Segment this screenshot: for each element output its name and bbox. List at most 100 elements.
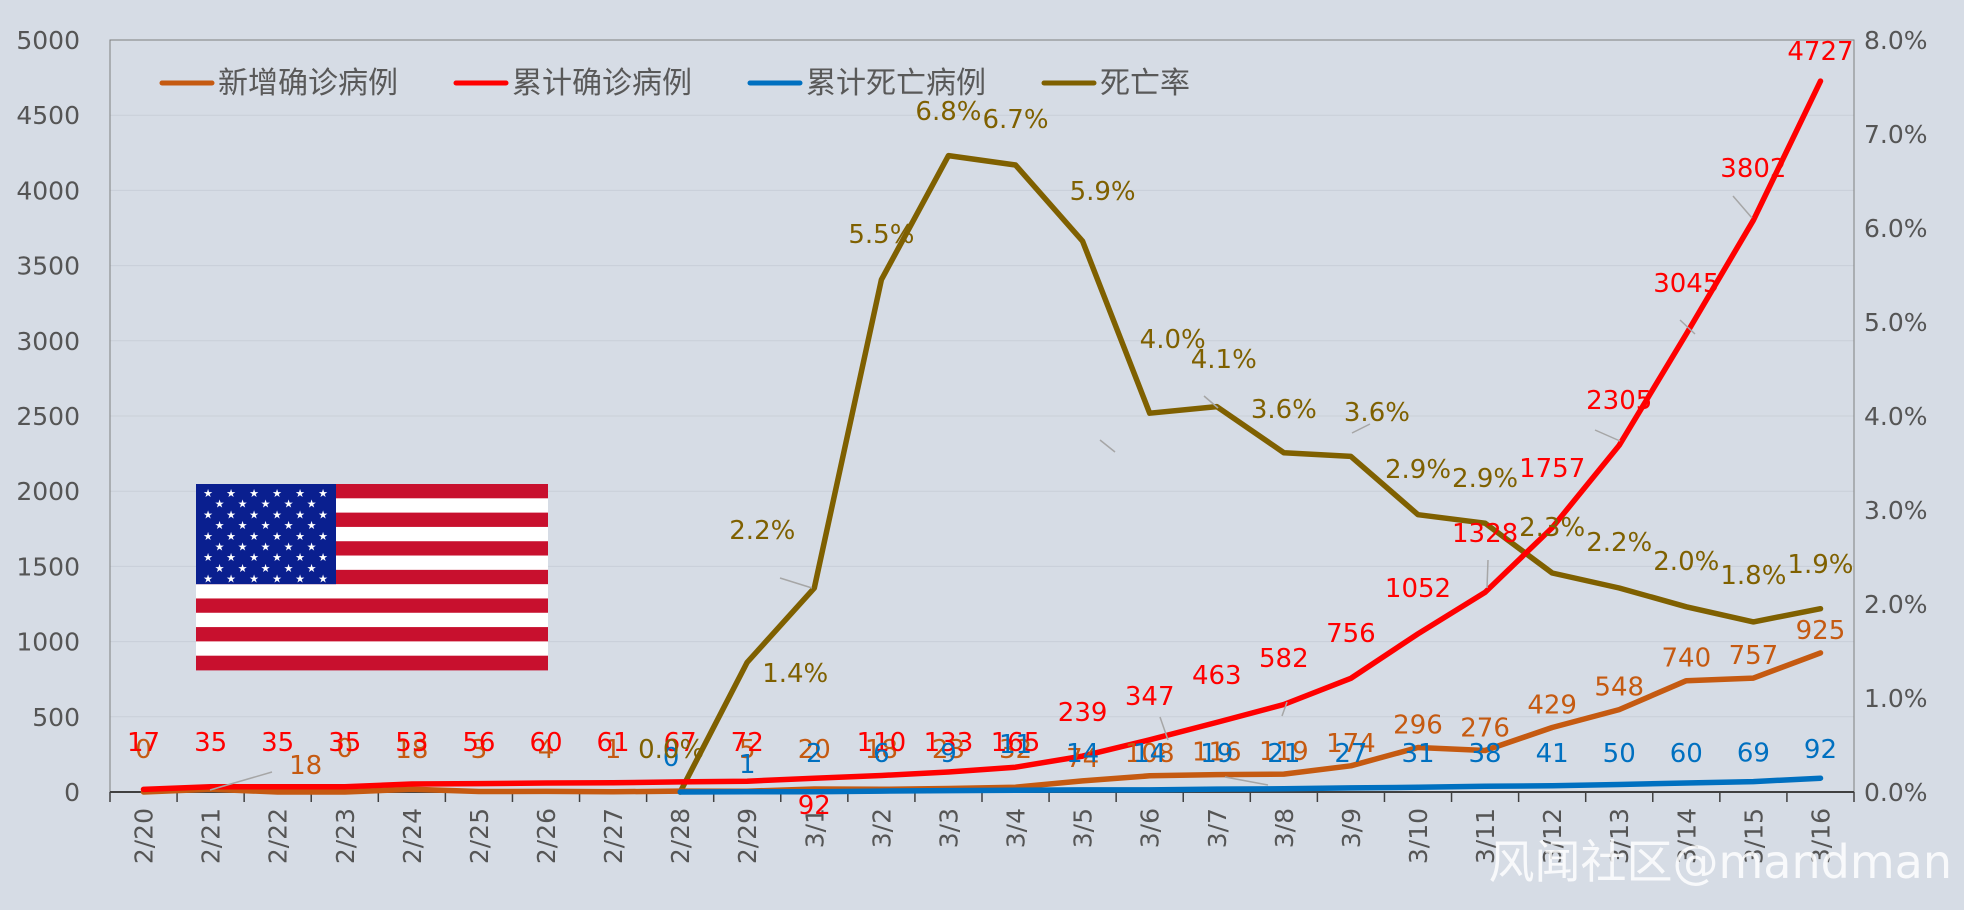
legend-item-cumulative-cases: 累计确诊病例 bbox=[453, 66, 692, 101]
data-label-deaths: 92 bbox=[1804, 735, 1837, 765]
flag-star: ★ bbox=[272, 487, 282, 500]
data-label-cum: 110 bbox=[857, 728, 907, 758]
x-tick-label: 2/27 bbox=[599, 808, 628, 864]
flag-star: ★ bbox=[203, 530, 213, 543]
x-tick-label: 3/3 bbox=[934, 808, 963, 848]
x-tick-label: 3/15 bbox=[1739, 808, 1768, 864]
data-label-new: 18 bbox=[395, 735, 428, 765]
flag-star: ★ bbox=[272, 508, 282, 521]
x-tick-label: 3/8 bbox=[1270, 808, 1299, 848]
data-label-deaths: 50 bbox=[1603, 739, 1636, 769]
data-label-cum: 35 bbox=[261, 728, 294, 758]
data-label-cum: 17 bbox=[127, 728, 160, 758]
data-label-rate: 0.0% bbox=[638, 735, 704, 765]
flag-star: ★ bbox=[295, 551, 305, 564]
data-label-new: 429 bbox=[1527, 690, 1577, 720]
data-label-new: 4 bbox=[538, 735, 555, 765]
data-label-rate: 3.6% bbox=[1251, 395, 1317, 425]
legend: 新增确诊病例 累计确诊病例 累计死亡病例 死亡率 bbox=[159, 66, 1190, 101]
flag-star: ★ bbox=[261, 562, 271, 575]
data-label-cum: 165 bbox=[991, 728, 1041, 758]
flag-star: ★ bbox=[238, 541, 248, 554]
flag-star: ★ bbox=[307, 498, 317, 511]
x-tick-label: 3/7 bbox=[1203, 808, 1232, 848]
data-label-cum: 2305 bbox=[1586, 386, 1652, 416]
flag-star: ★ bbox=[318, 573, 328, 586]
data-label-cum: 1052 bbox=[1385, 574, 1451, 604]
data-label-cum: 56 bbox=[462, 728, 495, 758]
data-label-deaths: 19 bbox=[1200, 739, 1233, 769]
data-label-new: 3 bbox=[471, 735, 488, 765]
data-label-cum: 1757 bbox=[1519, 454, 1585, 484]
data-label-rate: 2.2% bbox=[729, 516, 795, 546]
flag-stripe bbox=[196, 627, 548, 642]
data-label-cum: 72 bbox=[731, 728, 764, 758]
data-label-deaths: 14 bbox=[1133, 739, 1166, 769]
y-tick-label: 2500 bbox=[16, 402, 80, 431]
legend-label-death-rate: 死亡率 bbox=[1100, 66, 1190, 101]
data-label-deaths: 38 bbox=[1469, 739, 1502, 769]
flag-star: ★ bbox=[203, 508, 213, 521]
x-tick-label: 3/12 bbox=[1538, 808, 1567, 864]
data-label-cum: 61 bbox=[597, 728, 630, 758]
x-tick-label: 3/1 bbox=[800, 808, 829, 848]
data-label-cum: 347 bbox=[1125, 682, 1175, 712]
y2-tick-label: 7.0% bbox=[1864, 120, 1928, 149]
leader-line bbox=[1203, 395, 1219, 409]
legend-label-cumulative-deaths: 累计死亡病例 bbox=[806, 66, 986, 101]
x-tick-label: 2/20 bbox=[130, 808, 159, 864]
flag-canton bbox=[196, 484, 336, 585]
y-tick-label: 0 bbox=[64, 778, 80, 807]
flag-star: ★ bbox=[318, 487, 328, 500]
x-tick-label: 2/24 bbox=[398, 808, 427, 864]
flag-star: ★ bbox=[295, 508, 305, 521]
data-label-rate: 3.6% bbox=[1344, 398, 1410, 428]
data-label-new: 0 bbox=[336, 734, 353, 764]
data-label-cum: 3802 bbox=[1720, 154, 1786, 184]
flag-star: ★ bbox=[215, 498, 225, 511]
data-label-new: 18 bbox=[289, 751, 322, 781]
y-tick-label: 5000 bbox=[16, 26, 80, 55]
flag-star: ★ bbox=[249, 551, 259, 564]
data-label-rate: 2.9% bbox=[1385, 455, 1451, 485]
y2-tick-label: 1.0% bbox=[1864, 684, 1928, 713]
data-label-new: 0 bbox=[135, 735, 152, 765]
flag-star: ★ bbox=[215, 541, 225, 554]
flag-star: ★ bbox=[295, 487, 305, 500]
x-tick-label: 2/26 bbox=[532, 808, 561, 864]
x-tick-label: 3/14 bbox=[1672, 808, 1701, 864]
data-label-deaths: 9 bbox=[940, 739, 957, 769]
flag-star: ★ bbox=[272, 551, 282, 564]
leader-line bbox=[1159, 716, 1169, 741]
data-label-new: 548 bbox=[1594, 673, 1644, 703]
data-label-cum: 35 bbox=[328, 728, 361, 758]
y2-tick-label: 0.0% bbox=[1864, 778, 1928, 807]
x-tick-label: 2/25 bbox=[465, 808, 494, 864]
flag-star: ★ bbox=[215, 519, 225, 532]
data-label-new: 757 bbox=[1729, 641, 1779, 671]
flag-star: ★ bbox=[284, 541, 294, 554]
data-label-deaths: 69 bbox=[1737, 739, 1770, 769]
flag-star: ★ bbox=[226, 530, 236, 543]
y2-tick-label: 6.0% bbox=[1864, 214, 1928, 243]
flag-star: ★ bbox=[203, 487, 213, 500]
flag-star: ★ bbox=[272, 573, 282, 586]
data-label-new: 174 bbox=[1326, 729, 1376, 759]
data-label-cum: 463 bbox=[1192, 661, 1242, 691]
data-label-rate: 1.9% bbox=[1787, 550, 1853, 580]
data-label-deaths: 60 bbox=[1670, 739, 1703, 769]
flag-stripe bbox=[196, 598, 548, 614]
data-label-cum: 60 bbox=[529, 728, 562, 758]
flag-star: ★ bbox=[226, 508, 236, 521]
data-label-new: 23 bbox=[932, 735, 965, 765]
data-label-deaths: 6 bbox=[873, 739, 890, 769]
data-label-new: 18 bbox=[865, 735, 898, 765]
data-label-new: 276 bbox=[1460, 713, 1510, 743]
data-label-rate: 6.7% bbox=[983, 105, 1049, 135]
data-label-deaths: 14 bbox=[1066, 739, 1099, 769]
data-label-rate: 2.2% bbox=[1586, 528, 1652, 558]
flag-star: ★ bbox=[203, 551, 213, 564]
data-label-new: 32 bbox=[999, 735, 1032, 765]
